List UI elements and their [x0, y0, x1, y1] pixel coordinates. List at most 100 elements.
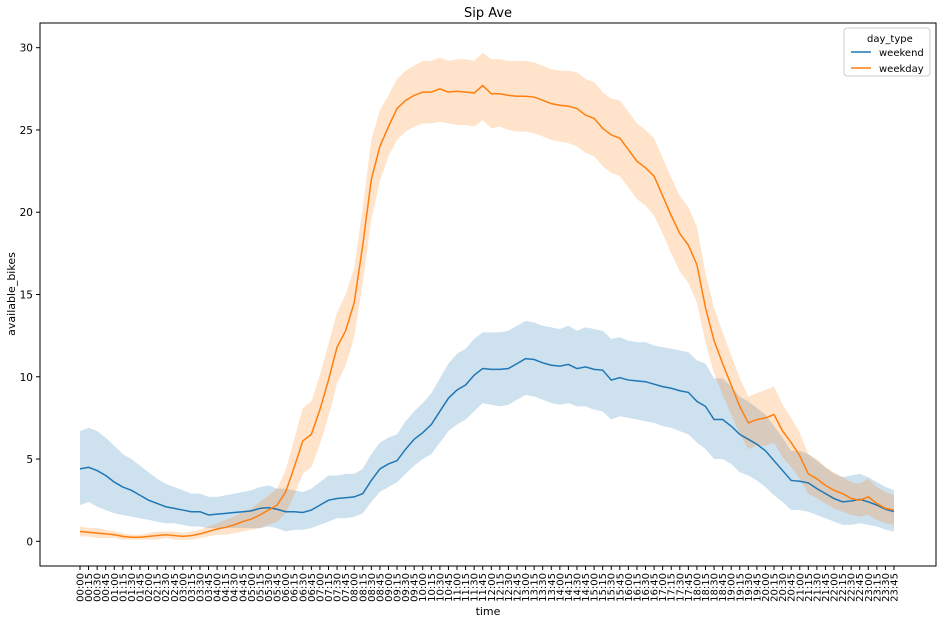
data-point-weekday — [885, 508, 886, 509]
x-tick-label: 03:30 — [195, 573, 206, 602]
data-point-weekday — [568, 106, 569, 107]
data-point-weekday — [482, 85, 483, 86]
data-point-weekend — [431, 424, 432, 425]
x-tick-label: 08:00 — [350, 573, 361, 602]
data-point-weekend — [414, 439, 415, 440]
x-tick-label: 08:45 — [375, 573, 386, 602]
x-tick-label: 18:00 — [692, 573, 703, 602]
data-point-weekend — [808, 482, 809, 483]
data-point-weekend — [551, 365, 552, 366]
x-tick-label: 08:15 — [358, 573, 369, 602]
x-tick-label: 11:15 — [461, 573, 472, 602]
x-tick-label: 06:15 — [290, 573, 301, 602]
x-tick-label: 11:45 — [478, 573, 489, 602]
data-point-weekday — [516, 96, 517, 97]
data-point-weekday — [705, 307, 706, 308]
data-point-weekday — [594, 118, 595, 119]
data-point-weekday — [671, 215, 672, 216]
data-point-weekend — [491, 369, 492, 370]
data-point-weekend — [671, 388, 672, 389]
data-point-weekday — [234, 524, 235, 525]
x-tick-label: 05:45 — [273, 573, 284, 602]
data-point-weekday — [456, 91, 457, 92]
legend-title: day_type — [867, 34, 913, 45]
data-point-weekday — [876, 503, 877, 504]
data-point-weekend — [688, 392, 689, 393]
data-point-weekend — [388, 463, 389, 464]
data-point-weekday — [559, 105, 560, 106]
x-tick-label: 00:15 — [84, 573, 95, 602]
data-point-weekday — [371, 179, 372, 180]
data-point-weekday — [396, 108, 397, 109]
data-point-weekend — [773, 460, 774, 461]
data-point-weekend — [542, 362, 543, 363]
x-tick-label: 13:00 — [521, 573, 532, 602]
data-point-weekday — [602, 128, 603, 129]
data-point-weekend — [285, 511, 286, 512]
chart-title: Sip Ave — [464, 6, 512, 21]
data-point-weekend — [191, 511, 192, 512]
data-point-weekend — [345, 497, 346, 498]
x-tick-label: 18:45 — [718, 573, 729, 602]
x-tick-label: 01:15 — [118, 573, 129, 602]
x-tick-label: 16:00 — [624, 573, 635, 602]
x-tick-label: 07:30 — [333, 573, 344, 602]
data-point-weekend — [336, 498, 337, 499]
data-point-weekday — [713, 340, 714, 341]
x-tick-label: 07:15 — [324, 573, 335, 602]
data-point-weekend — [439, 411, 440, 412]
x-tick-label: 23:45 — [890, 573, 901, 602]
x-tick-label: 20:45 — [787, 573, 798, 602]
x-tick-label: 21:30 — [812, 573, 823, 602]
data-point-weekend — [645, 381, 646, 382]
data-point-weekend — [268, 507, 269, 508]
x-tick-label: 16:45 — [650, 573, 661, 602]
data-point-weekday — [465, 92, 466, 93]
x-tick-label: 04:30 — [230, 573, 241, 602]
data-point-weekend — [465, 384, 466, 385]
data-point-weekend — [696, 401, 697, 402]
data-point-weekday — [165, 534, 166, 535]
data-point-weekend — [105, 475, 106, 476]
x-tick-label: 07:45 — [341, 573, 352, 602]
ci-band-weekday — [80, 52, 894, 540]
data-point-weekend — [362, 493, 363, 494]
legend-label-weekend: weekend — [879, 48, 924, 59]
data-point-weekday — [499, 93, 500, 94]
data-point-weekend — [276, 509, 277, 510]
data-point-weekday — [242, 521, 243, 522]
data-point-weekday — [525, 96, 526, 97]
data-point-weekend — [88, 467, 89, 468]
data-point-weekend — [165, 506, 166, 507]
data-point-weekday — [379, 146, 380, 147]
data-point-weekday — [653, 175, 654, 176]
x-tick-label: 13:30 — [538, 573, 549, 602]
data-point-weekday — [431, 92, 432, 93]
x-tick-label: 00:00 — [76, 573, 87, 602]
data-point-weekday — [148, 536, 149, 537]
x-tick-label: 23:00 — [864, 573, 875, 602]
data-point-weekend — [756, 444, 757, 445]
x-tick-label: 19:30 — [744, 573, 755, 602]
x-tick-label: 09:45 — [410, 573, 421, 602]
x-tick-label: 17:15 — [667, 573, 678, 602]
data-point-weekend — [422, 432, 423, 433]
data-point-weekday — [628, 149, 629, 150]
data-point-weekend — [516, 363, 517, 364]
data-point-weekend — [482, 368, 483, 369]
data-point-weekday — [782, 430, 783, 431]
data-point-weekend — [559, 365, 560, 366]
data-point-weekday — [833, 490, 834, 491]
data-point-weekend — [602, 370, 603, 371]
data-point-weekend — [216, 514, 217, 515]
x-tick-label: 16:30 — [641, 573, 652, 602]
data-point-weekday — [336, 347, 337, 348]
x-tick-label: 14:30 — [572, 573, 583, 602]
data-point-weekday — [122, 536, 123, 537]
x-tick-label: 17:30 — [675, 573, 686, 602]
data-point-weekend — [628, 379, 629, 380]
x-tick-label: 12:00 — [487, 573, 498, 602]
x-tick-label: 01:00 — [110, 573, 121, 602]
data-point-weekday — [414, 95, 415, 96]
